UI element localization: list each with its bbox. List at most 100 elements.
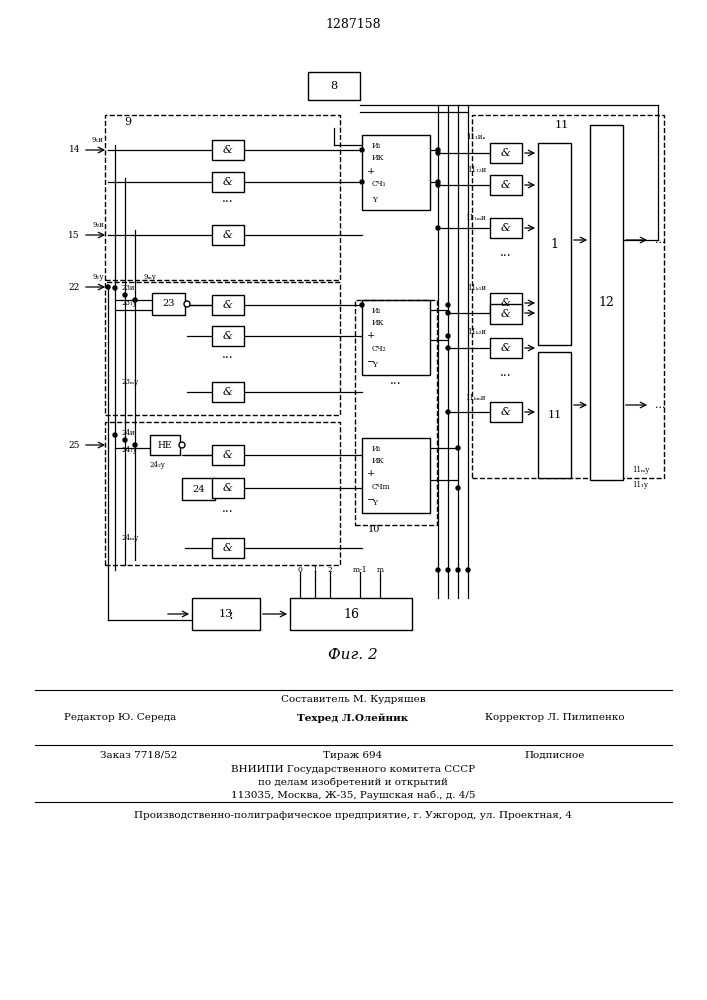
Text: 9: 9	[124, 117, 132, 127]
Text: &: &	[501, 223, 511, 233]
Text: 11₁иₙ: 11₁иₙ	[467, 133, 486, 141]
Text: 8: 8	[330, 81, 337, 91]
Circle shape	[436, 180, 440, 184]
Bar	[490, 304, 522, 324]
Circle shape	[446, 334, 450, 338]
Bar	[105, 422, 340, 565]
Text: 12: 12	[599, 296, 614, 309]
Bar	[490, 402, 522, 422]
Text: &: &	[223, 177, 233, 187]
Bar	[105, 115, 340, 280]
Bar	[212, 140, 244, 160]
Text: 1: 1	[312, 566, 317, 574]
Bar	[362, 135, 430, 210]
Bar	[212, 225, 244, 245]
Text: &: &	[223, 483, 233, 493]
Bar	[490, 338, 522, 358]
Text: 24₁у: 24₁у	[122, 446, 138, 454]
Circle shape	[436, 568, 440, 572]
Bar	[490, 293, 522, 313]
Text: −: −	[367, 358, 375, 366]
Text: Заказ 7718/52: Заказ 7718/52	[100, 750, 177, 760]
Text: &: &	[501, 407, 511, 417]
Text: ...: ...	[500, 365, 512, 378]
Text: 0: 0	[298, 566, 303, 574]
Bar	[105, 282, 340, 415]
Text: 16: 16	[343, 607, 359, 620]
Text: Тираж 694: Тираж 694	[323, 750, 382, 760]
Circle shape	[436, 226, 440, 230]
Text: 11ₖ₁и: 11ₖ₁и	[467, 284, 486, 292]
Bar	[490, 218, 522, 238]
Circle shape	[113, 286, 117, 290]
Text: 9₁у: 9₁у	[92, 273, 104, 281]
Text: −: −	[367, 495, 375, 504]
Text: 10: 10	[368, 526, 380, 534]
Text: 9₂и: 9₂и	[92, 221, 104, 229]
Text: &: &	[223, 450, 233, 460]
Text: Корректор Л. Пилипенко: Корректор Л. Пилипенко	[485, 714, 625, 722]
Text: Составитель М. Кудряшев: Составитель М. Кудряшев	[281, 696, 426, 704]
Text: 23ₘу: 23ₘу	[122, 378, 139, 386]
Bar	[212, 382, 244, 402]
Text: ...: ...	[500, 245, 512, 258]
Text: по делам изобретений и открытий: по делам изобретений и открытий	[258, 777, 448, 787]
Text: Y: Y	[372, 361, 377, 369]
Text: &: &	[223, 300, 233, 310]
Circle shape	[133, 443, 137, 447]
Circle shape	[123, 438, 127, 442]
Text: 11: 11	[547, 410, 561, 420]
Text: &: &	[501, 343, 511, 353]
Text: Y: Y	[372, 499, 377, 507]
Text: 13: 13	[219, 609, 233, 619]
Text: 24: 24	[192, 485, 205, 493]
Circle shape	[184, 301, 190, 307]
Text: &: &	[501, 148, 511, 158]
Text: 11: 11	[555, 120, 569, 130]
Text: Y: Y	[372, 196, 377, 204]
Text: 11ₖ₂и: 11ₖ₂и	[467, 328, 486, 336]
Circle shape	[123, 293, 127, 297]
Text: ...: ...	[222, 349, 234, 361]
Text: ...: ...	[222, 192, 234, 205]
Text: 113035, Москва, Ж-35, Раушская наб., д. 4/5: 113035, Москва, Ж-35, Раушская наб., д. …	[230, 790, 475, 800]
Circle shape	[456, 446, 460, 450]
Bar	[212, 445, 244, 465]
Text: 24ₘу: 24ₘу	[122, 534, 139, 542]
Circle shape	[360, 180, 364, 184]
Circle shape	[133, 298, 137, 302]
Text: ИК: ИК	[372, 457, 385, 465]
Bar	[355, 300, 437, 525]
Circle shape	[456, 568, 460, 572]
Circle shape	[436, 183, 440, 187]
Circle shape	[446, 346, 450, 350]
Text: 2: 2	[327, 566, 332, 574]
Text: 25: 25	[69, 440, 80, 450]
Bar	[490, 143, 522, 163]
Circle shape	[360, 148, 364, 152]
Text: &: &	[223, 145, 233, 155]
Text: &: &	[501, 309, 511, 319]
Text: Редактор Ю. Середа: Редактор Ю. Середа	[64, 714, 176, 722]
Text: 23: 23	[162, 300, 175, 308]
Bar	[538, 352, 571, 478]
Text: 11₁ₘи: 11₁ₘи	[465, 214, 486, 222]
Bar	[192, 598, 260, 630]
Text: &: &	[501, 180, 511, 190]
Bar	[152, 293, 185, 315]
Text: Фиг. 2: Фиг. 2	[328, 648, 378, 662]
Text: 11ₘу: 11ₘу	[632, 466, 649, 474]
Text: Подписное: Подписное	[525, 750, 585, 760]
Text: 23и: 23и	[122, 284, 136, 292]
Text: 14: 14	[69, 145, 80, 154]
Bar	[590, 125, 623, 480]
Text: ИК: ИК	[372, 319, 385, 327]
Text: ВНИИПИ Государственного комитета СССР: ВНИИПИ Государственного комитета СССР	[231, 764, 475, 774]
Bar	[212, 478, 244, 498]
Text: 24₂у: 24₂у	[150, 461, 166, 469]
Text: &: &	[223, 331, 233, 341]
Circle shape	[446, 568, 450, 572]
Text: И₁: И₁	[372, 445, 382, 453]
Text: СЧ₁: СЧ₁	[372, 180, 387, 188]
Bar	[212, 326, 244, 346]
